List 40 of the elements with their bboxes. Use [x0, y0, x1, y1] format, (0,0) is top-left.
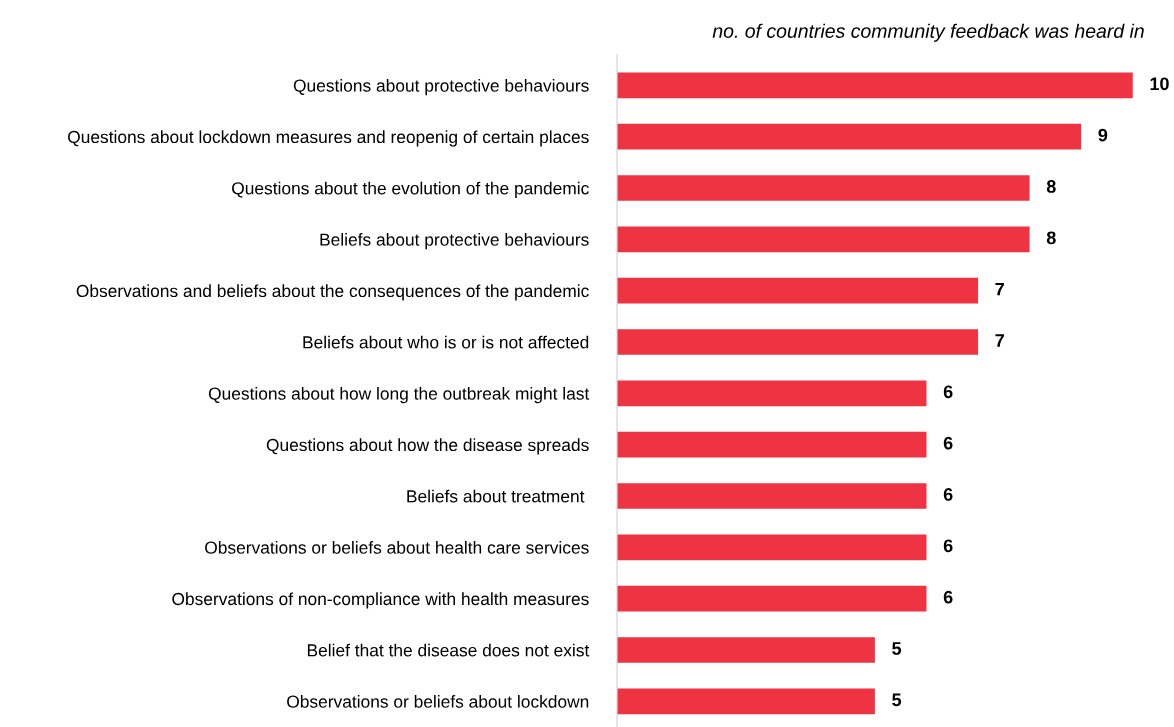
y-tick-label: Beliefs about who is or is not affected [303, 335, 589, 349]
data-label: 6 [943, 590, 953, 604]
bar [617, 483, 927, 509]
y-tick-label: Questions about how long the outbreak might last [208, 387, 590, 404]
data-label: 8 [1046, 231, 1056, 245]
bar [617, 277, 979, 304]
bar [617, 380, 927, 407]
bar [617, 688, 875, 715]
y-tick-label: Beliefs about protective behaviours [320, 233, 589, 250]
bar [617, 175, 1030, 201]
data-label: 10 [1150, 77, 1169, 91]
data-label: 9 [1098, 128, 1108, 142]
data-label: 6 [943, 539, 953, 553]
bar [617, 534, 927, 561]
y-tick-label: Observations or beliefs about health care services [205, 541, 589, 554]
y-tick-label: Belief that the disease does not exist [307, 643, 590, 657]
data-label: 6 [943, 488, 953, 501]
bar [617, 585, 927, 612]
y-tick-label: Questions about the evolution of the pandemic [232, 181, 589, 198]
bar [617, 431, 927, 458]
data-label: 5 [892, 693, 902, 707]
chart-title: no. of countries community feedback was heard in [712, 23, 1144, 42]
y-tick-label: Observations and beliefs about the consequences of the pandemic [76, 284, 589, 301]
data-label: 6 [943, 385, 953, 399]
bar [617, 637, 875, 663]
data-label: 7 [995, 334, 1004, 347]
data-label: 7 [995, 282, 1004, 296]
data-label: 5 [892, 642, 902, 655]
y-tick-label: Questions about how the disease spreads [266, 438, 589, 455]
data-label: 8 [1046, 180, 1056, 193]
y-tick-label: Observations of non-compliance with health measures [172, 592, 589, 609]
bar [617, 123, 1082, 150]
y-tick-label: Beliefs about treatment [407, 489, 585, 503]
y-tick-label: Questions about protective behaviours [293, 79, 589, 96]
bar [617, 329, 979, 355]
data-label: 6 [943, 436, 953, 450]
bar [617, 72, 1133, 99]
y-tick-label: Questions about lockdown measures and reopenig of certain places [68, 130, 589, 147]
bar [617, 226, 1030, 253]
y-tick-label: Observations or beliefs about lockdown [287, 695, 589, 708]
